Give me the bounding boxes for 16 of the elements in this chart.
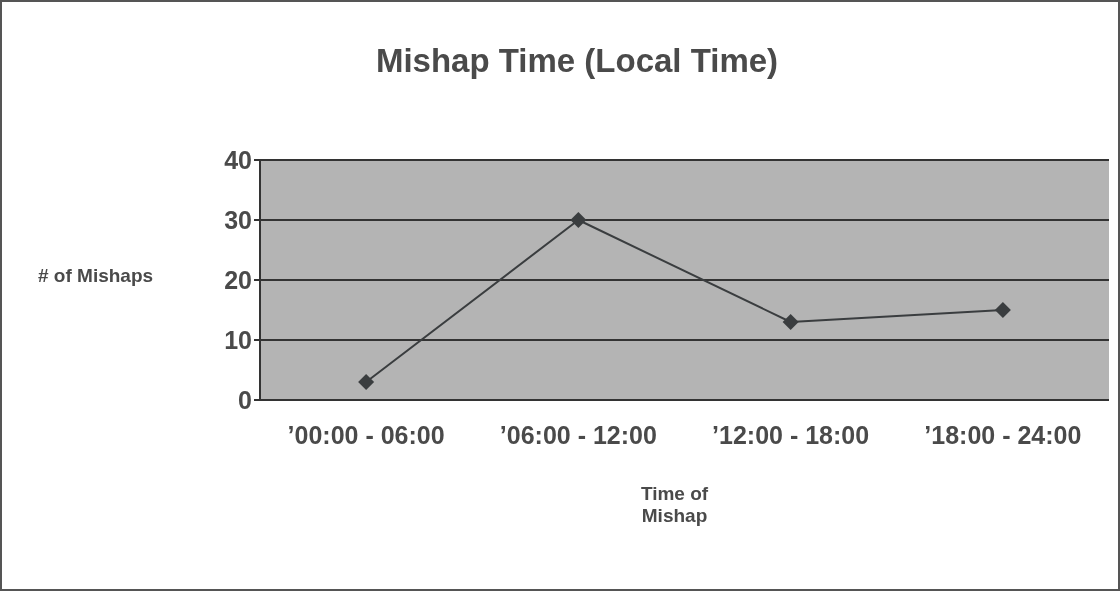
- x-tick-label: ’06:00 - 12:00: [499, 420, 657, 449]
- y-tick-label: 30: [224, 205, 252, 234]
- y-tick-label: 10: [224, 325, 252, 354]
- chart-title: Mishap Time (Local Time): [374, 42, 780, 80]
- y-axis-title: # of Mishaps: [38, 265, 154, 287]
- x-axis-title: Time of Mishap: [640, 483, 709, 526]
- point: [994, 302, 1011, 318]
- y-tick-label: 40: [224, 145, 252, 174]
- y-tick-label: 0: [238, 385, 252, 414]
- x-tick-label: ’18:00 - 24:00: [924, 420, 1082, 449]
- x-tick-label: ’00:00 - 06:00: [287, 420, 445, 449]
- point: [570, 212, 587, 228]
- y-tick-label: 20: [224, 265, 252, 294]
- point: [358, 374, 375, 390]
- point: [782, 314, 799, 330]
- x-tick-label: ’12:00 - 18:00: [712, 420, 870, 449]
